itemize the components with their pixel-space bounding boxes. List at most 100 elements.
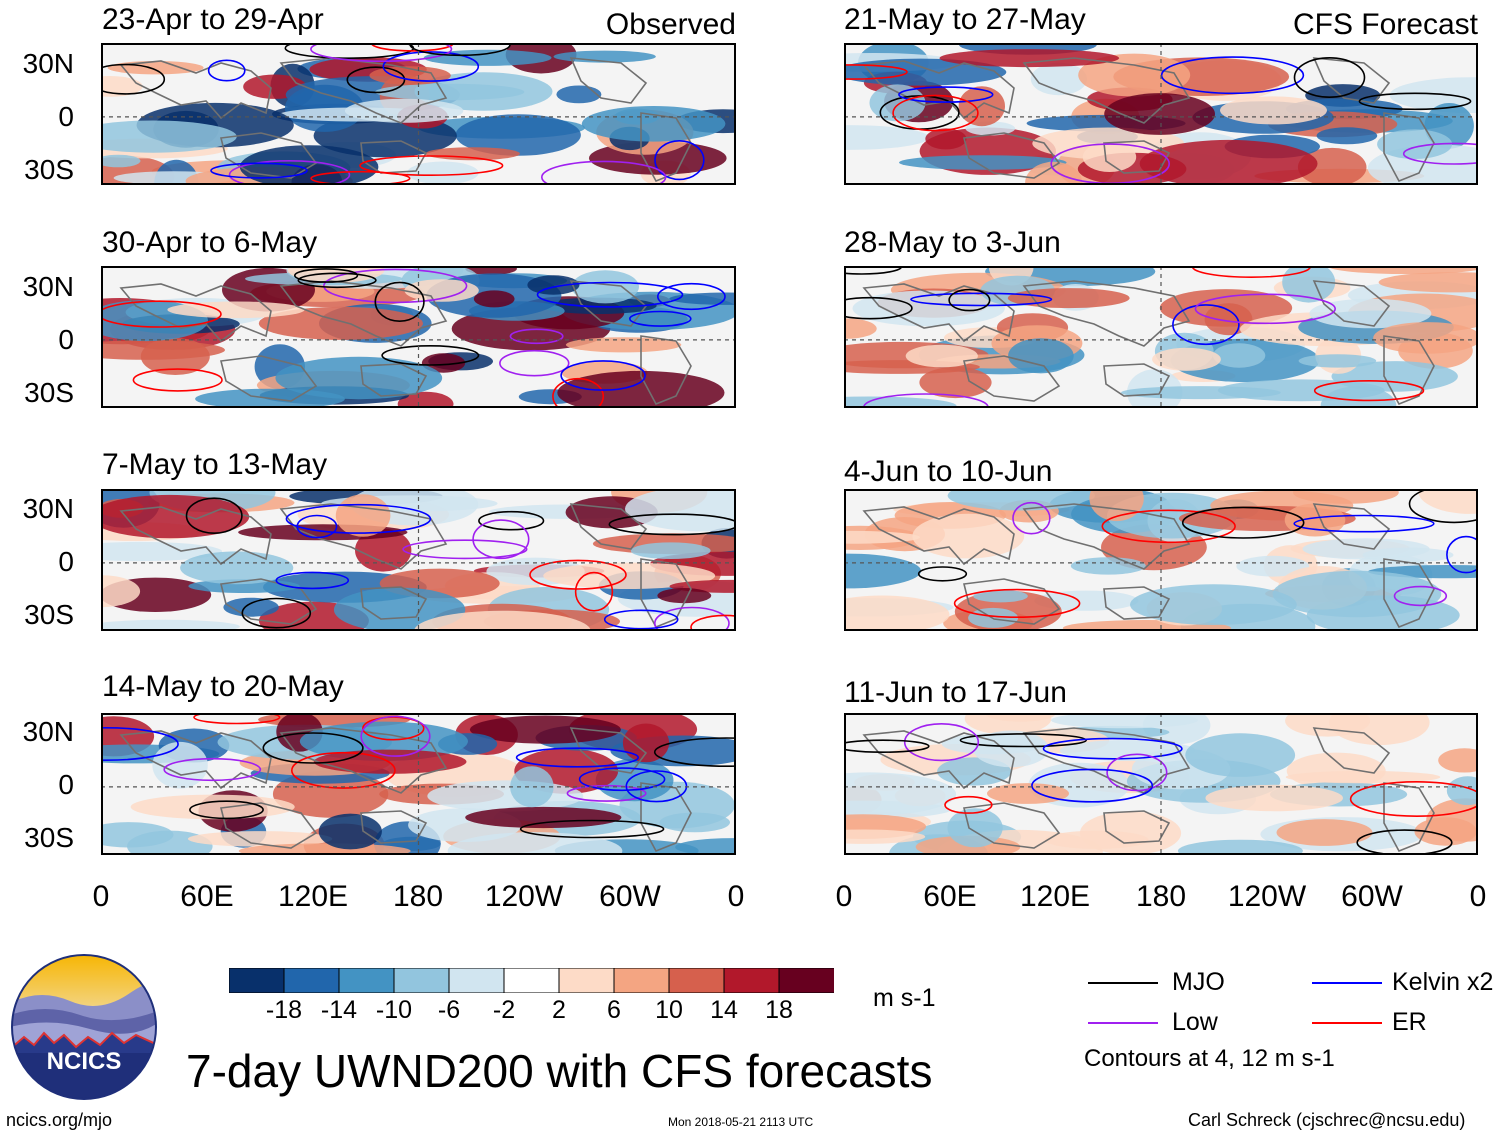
wind-anomaly-blob: [1185, 733, 1296, 777]
coastline: [862, 730, 1015, 790]
wind-anomaly-blob: [335, 494, 391, 537]
lon-label-0: 0: [835, 880, 853, 913]
lon-label-180: 180: [1135, 880, 1187, 913]
lon-label-120w: 120W: [1227, 880, 1307, 913]
filtered-wave-contour: [1012, 501, 1051, 535]
map-frame: [101, 489, 736, 631]
coastline: [1312, 57, 1391, 104]
wind-anomaly-blob: [355, 528, 412, 572]
filtered-wave-contour: [296, 514, 338, 539]
filtered-wave-contour: [1172, 304, 1240, 346]
wind-anomaly-blob: [947, 808, 1003, 848]
lon-label-120e: 120E: [1019, 880, 1091, 913]
legend-line-kelvin: [1312, 982, 1382, 984]
coastline: [1022, 57, 1191, 124]
panel-title-obs-2: 30-Apr to 6-May: [102, 226, 318, 259]
coastline: [119, 60, 272, 120]
wind-anomaly-blob: [1104, 93, 1215, 135]
lat-label-30n: 30N: [22, 271, 74, 302]
wind-anomaly-blob: [1297, 147, 1367, 185]
coastline: [1312, 727, 1391, 774]
wind-anomaly-blob: [1438, 748, 1478, 773]
wind-anomaly-blob: [1418, 489, 1478, 514]
filtered-wave-contour: [478, 510, 545, 531]
colorbar-swatch: [393, 967, 450, 994]
colorbar-tick: 18: [765, 996, 793, 1024]
filtered-wave-contour: [499, 349, 570, 377]
legend-line-er: [1312, 1022, 1382, 1024]
filtered-wave-contour: [262, 732, 364, 764]
wind-anomaly-blob: [985, 713, 1056, 722]
coastline: [1312, 280, 1391, 327]
filtered-wave-contour: [578, 767, 666, 792]
coastline: [360, 586, 428, 620]
filtered-wave-contour: [1042, 737, 1183, 760]
coastline: [1383, 335, 1435, 406]
wind-anomaly-blob: [657, 588, 712, 604]
colorbar-swatch: [668, 967, 725, 994]
wind-anomaly-blob: [905, 344, 978, 368]
wind-anomaly-blob: [101, 120, 237, 153]
wind-anomaly-blob: [469, 715, 621, 744]
coastline: [569, 503, 648, 550]
lon-label-0: 0: [92, 880, 110, 913]
wind-anomaly-blob: [1378, 272, 1478, 293]
filtered-wave-contour: [1356, 829, 1453, 855]
wind-anomaly-blob: [167, 301, 305, 319]
wind-anomaly-blob: [455, 114, 581, 156]
wind-anomaly-blob: [414, 610, 591, 631]
forecast-header: CFS Forecast: [1292, 8, 1478, 41]
filtered-wave-contour: [297, 272, 377, 289]
wind-anomaly-blob: [369, 66, 451, 85]
filtered-wave-contour: [948, 288, 991, 312]
legend-label-mjo: MJO: [1172, 968, 1225, 996]
wind-anomaly-blob: [844, 125, 930, 150]
coastline: [360, 363, 428, 397]
wind-anomaly-blob: [510, 766, 554, 808]
filtered-wave-contour: [1393, 585, 1448, 607]
wind-anomaly-blob: [239, 145, 379, 185]
filtered-wave-contour: [163, 757, 262, 782]
coastline: [1103, 140, 1171, 174]
filtered-wave-contour: [294, 268, 359, 283]
footer-url[interactable]: ncics.org/mjo: [6, 1110, 113, 1130]
filtered-wave-contour: [953, 588, 1081, 618]
map-observed-2: [101, 266, 736, 408]
filtered-wave-contour: [910, 292, 1053, 307]
colorbar-swatch: [338, 967, 395, 994]
coastline: [1103, 363, 1171, 397]
lat-label-30s: 30S: [24, 154, 74, 185]
wind-anomaly-blob: [1044, 830, 1149, 849]
wind-anomaly-blob: [1205, 784, 1343, 812]
coastline: [862, 506, 1015, 566]
coastline: [1022, 727, 1191, 794]
wind-anomaly-blob: [1139, 139, 1318, 185]
colorbar-tick: 10: [655, 996, 683, 1024]
filtered-wave-contour: [374, 281, 425, 322]
filtered-wave-contour: [275, 571, 350, 590]
coastline: [640, 558, 692, 629]
coastline: [279, 727, 448, 794]
filtered-wave-contour: [536, 281, 684, 308]
map-forecast-2: [844, 266, 1478, 408]
filtered-wave-contour: [132, 368, 223, 392]
filtered-wave-contour: [628, 310, 692, 327]
filtered-wave-contour: [1106, 753, 1168, 792]
wind-anomaly-blob: [1316, 127, 1378, 145]
wind-anomaly-blob: [1025, 161, 1083, 185]
filtered-wave-contour: [1402, 142, 1478, 165]
wind-anomaly-blob: [527, 275, 580, 295]
filtered-wave-contour: [917, 566, 968, 582]
wind-anomaly-blob: [1446, 776, 1478, 806]
wind-anomaly-blob: [275, 356, 443, 400]
filtered-wave-contour: [552, 377, 605, 408]
lon-label-60w: 60W: [599, 880, 661, 913]
map-observed-4: [101, 713, 736, 855]
wind-anomaly-blob: [844, 595, 950, 631]
wind-anomaly-blob: [1309, 298, 1432, 329]
wind-anomaly-blob: [1220, 96, 1327, 125]
coastline: [963, 355, 1061, 402]
colorbar-swatch: [613, 967, 670, 994]
filtered-wave-contour: [1293, 56, 1366, 99]
filtered-wave-contour: [519, 819, 665, 839]
